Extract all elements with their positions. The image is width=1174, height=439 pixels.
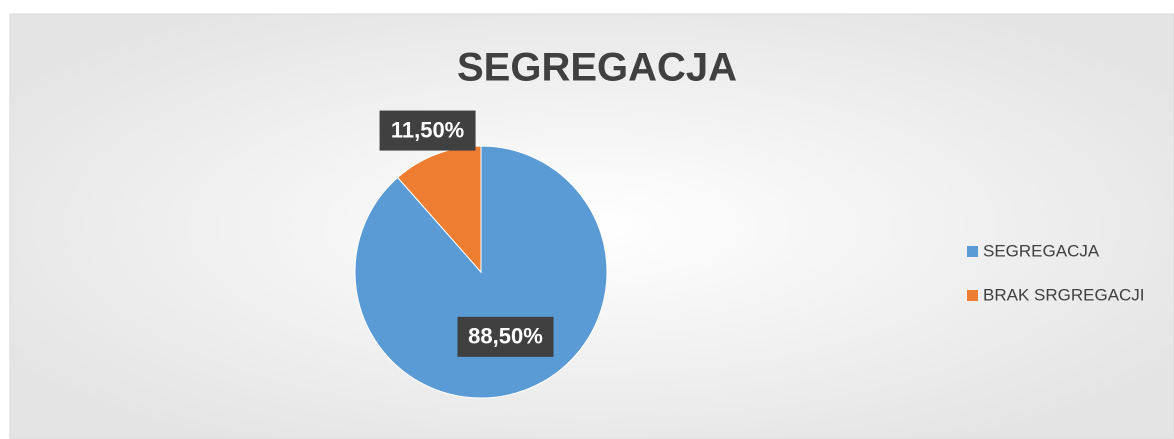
legend-label: SEGREGACJA	[983, 241, 1100, 260]
data-label: 88,50%	[468, 324, 543, 349]
legend-label: BRAK SRGREGACJI	[983, 285, 1145, 304]
legend-swatch	[967, 246, 978, 257]
data-label-box	[457, 316, 554, 357]
pie-slice	[396, 145, 482, 274]
legend-swatch	[967, 290, 978, 301]
data-label: 11,50%	[391, 117, 464, 142]
data-label-box	[379, 110, 476, 151]
chart-title: SEGREGACJA	[457, 46, 737, 90]
